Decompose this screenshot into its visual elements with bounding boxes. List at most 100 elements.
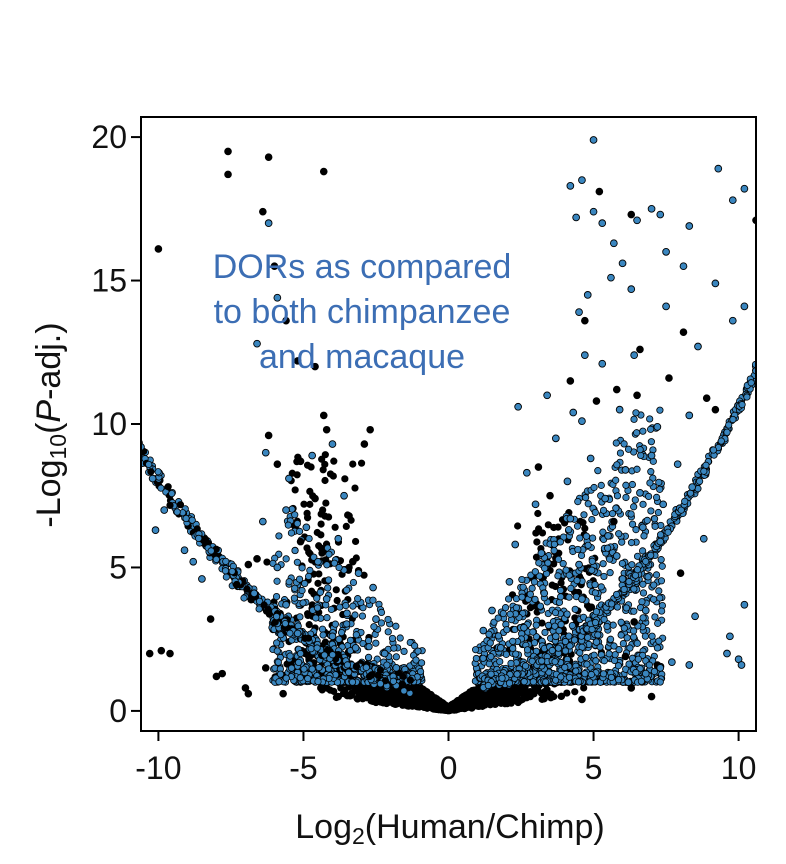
data-point-blue [633, 216, 641, 225]
data-point-black [232, 580, 241, 589]
data-point-blue [641, 606, 650, 615]
data-point-black [279, 689, 287, 698]
data-point-blue [302, 523, 311, 532]
x-tick-label: -5 [289, 750, 317, 786]
data-point-black [566, 377, 575, 385]
data-point-black [145, 649, 154, 658]
data-point-blue [189, 557, 198, 566]
data-point-black [319, 411, 328, 420]
data-point-blue [328, 632, 337, 641]
data-point-blue [496, 643, 505, 652]
data-point-blue [601, 494, 610, 503]
data-point-blue [572, 213, 580, 222]
data-point-blue [522, 468, 531, 477]
data-point-blue [737, 661, 746, 669]
data-point-blue [273, 293, 282, 302]
data-point-blue [575, 560, 583, 569]
data-point-black [264, 153, 273, 161]
data-point-black [514, 698, 522, 707]
data-point-blue [589, 136, 598, 144]
data-point-blue [569, 408, 578, 417]
y-tick-label: 15 [91, 263, 127, 299]
y-tick-label: 20 [91, 119, 127, 155]
data-point-blue [610, 239, 618, 248]
data-point-blue [372, 615, 380, 623]
data-point-blue [578, 176, 586, 184]
data-point-blue [691, 612, 699, 621]
y-axis-label: -Log10(P-adj.) [30, 322, 71, 527]
data-point-black [595, 187, 604, 196]
data-point-black [546, 491, 554, 500]
data-point-black [322, 425, 331, 434]
data-point-black [621, 652, 630, 661]
data-point-blue [653, 423, 662, 431]
data-point-blue [607, 273, 615, 282]
data-point-blue [343, 609, 351, 618]
y-axis-label-open: ( [30, 422, 68, 434]
x-axis-label-suffix: (Human/Chimp) [365, 808, 605, 846]
data-point-blue [261, 448, 270, 457]
data-point-blue [334, 534, 343, 543]
data-point-blue [726, 632, 734, 641]
data-point-blue [612, 552, 621, 560]
data-point-black [253, 555, 261, 563]
data-point-black [334, 692, 343, 701]
data-point-blue [679, 262, 688, 271]
data-point-blue [505, 577, 514, 586]
data-point-blue [662, 302, 670, 311]
data-point-black [311, 494, 319, 503]
data-point-blue [308, 451, 317, 460]
data-point-black [224, 147, 232, 156]
annotation-line-1: DORs as compared [213, 248, 512, 286]
data-point-blue [511, 540, 520, 549]
data-point-black [273, 460, 282, 468]
data-point-black [372, 698, 380, 707]
data-point-blue [618, 575, 627, 583]
data-point-blue [354, 569, 363, 578]
series-blue-points [141, 136, 749, 687]
y-tick-label: 5 [109, 549, 127, 585]
data-point-black [636, 345, 644, 354]
data-point-blue [380, 649, 389, 658]
data-point-black [166, 649, 174, 658]
data-point-black [259, 207, 267, 216]
data-point-black [224, 170, 232, 179]
data-point-blue [328, 440, 337, 448]
data-point-black [534, 463, 543, 471]
data-point-blue [180, 546, 189, 555]
data-point-blue [586, 454, 595, 463]
x-axis-label: Log2(Human/Chimp) [295, 808, 604, 849]
series-black-points [145, 147, 756, 707]
x-tick-label: -10 [135, 750, 181, 786]
data-point-blue [566, 514, 575, 523]
data-point-black [261, 664, 270, 672]
data-point-blue [250, 589, 258, 598]
data-point-blue [282, 600, 290, 609]
data-point-blue [148, 474, 157, 483]
data-point-blue [314, 557, 322, 566]
data-point-blue [647, 451, 656, 460]
data-point-blue [699, 534, 708, 543]
data-point-black [702, 394, 711, 402]
data-point-blue [639, 523, 647, 532]
data-point-black [610, 517, 618, 526]
data-point-blue [723, 649, 731, 658]
data-point-black [612, 385, 621, 394]
data-point-black [578, 695, 586, 704]
data-point-blue [537, 549, 546, 557]
y-tick-label: 10 [91, 406, 127, 442]
data-point-black [296, 537, 305, 546]
data-point-blue [711, 279, 720, 288]
data-point-blue [615, 405, 624, 414]
data-point-blue [627, 285, 636, 293]
data-point-blue [160, 506, 169, 514]
data-point-blue [598, 219, 607, 228]
data-point-blue [575, 308, 583, 316]
data-point-blue [685, 411, 694, 420]
data-point-blue [340, 491, 348, 500]
data-point-blue [656, 210, 665, 219]
data-point-black [270, 262, 279, 270]
data-point-black [676, 569, 685, 577]
data-point-black [627, 210, 636, 219]
